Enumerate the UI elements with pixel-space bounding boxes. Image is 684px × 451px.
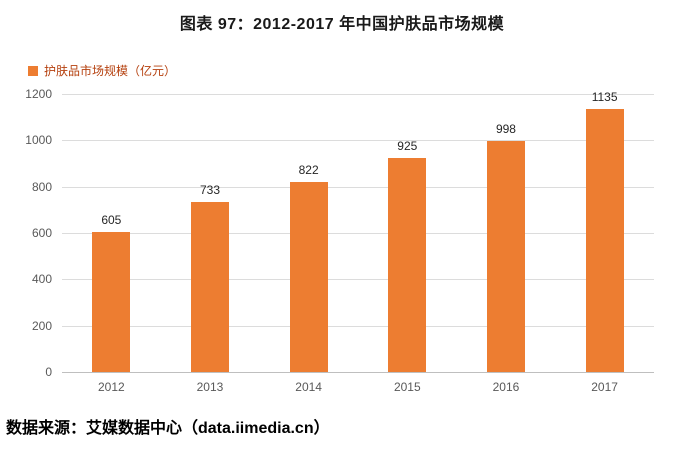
gridline	[62, 325, 654, 327]
x-axis-tick-label: 2013	[196, 380, 224, 394]
bar	[289, 181, 328, 372]
bar-value-label: 733	[199, 183, 220, 198]
gridline	[62, 186, 654, 188]
bar-column: 733	[190, 183, 229, 372]
bar-value-label: 998	[495, 121, 516, 136]
y-axis-tick-label: 0	[45, 365, 52, 379]
y-axis-tick-label: 200	[31, 318, 52, 333]
bar	[190, 202, 229, 372]
gridline	[62, 279, 654, 281]
gridline	[62, 140, 654, 142]
bar-value-label: 1135	[591, 90, 618, 105]
y-axis-tick-label: 1200	[25, 87, 52, 101]
bar-value-label: 605	[101, 212, 122, 227]
bar	[585, 109, 624, 372]
legend-swatch-icon	[28, 65, 38, 76]
x-axis-tick-label: 2012	[97, 380, 125, 394]
legend-label: 护肤品市场规模（亿元）	[44, 64, 177, 78]
bar-column: 822	[289, 162, 328, 372]
legend: 护肤品市场规模（亿元）	[28, 62, 684, 79]
bar-value-label: 925	[397, 138, 418, 153]
x-axis-labels: 2012 2013 2014 2015 2016 2017	[62, 380, 654, 394]
bar-value-label: 822	[298, 162, 319, 177]
bar	[388, 157, 427, 372]
bar-column: 998	[486, 121, 525, 372]
y-axis-tick-label: 400	[31, 272, 52, 287]
bar	[486, 140, 525, 372]
x-axis-line	[62, 372, 654, 373]
source-text: 数据来源：艾媒数据中心（data.iimedia.cn）	[6, 420, 330, 437]
bar	[92, 231, 131, 372]
x-axis-tick-label: 2014	[295, 380, 322, 394]
x-axis-tick-label: 2015	[393, 380, 421, 394]
y-axis-tick-label: 800	[31, 179, 52, 194]
x-axis-tick-label: 2017	[591, 380, 618, 394]
y-axis-tick-label: 600	[31, 226, 52, 240]
bar-column: 605	[92, 212, 131, 372]
bar-column: 925	[388, 138, 427, 372]
plot-area: 605 733 822 925 998 1135 0 200 400 600 800 1000 120…	[25, 87, 654, 379]
gridline	[62, 233, 654, 234]
bars-group: 605 733 822 925 998 1135	[62, 90, 654, 372]
gridline	[62, 94, 654, 95]
chart-title: 图表 97：2012-2017 年中国护肤品市场规模	[179, 16, 505, 33]
x-axis-tick-label: 2016	[492, 380, 520, 394]
bar-column: 1135	[585, 90, 624, 372]
y-axis-tick-label: 1000	[25, 133, 52, 148]
